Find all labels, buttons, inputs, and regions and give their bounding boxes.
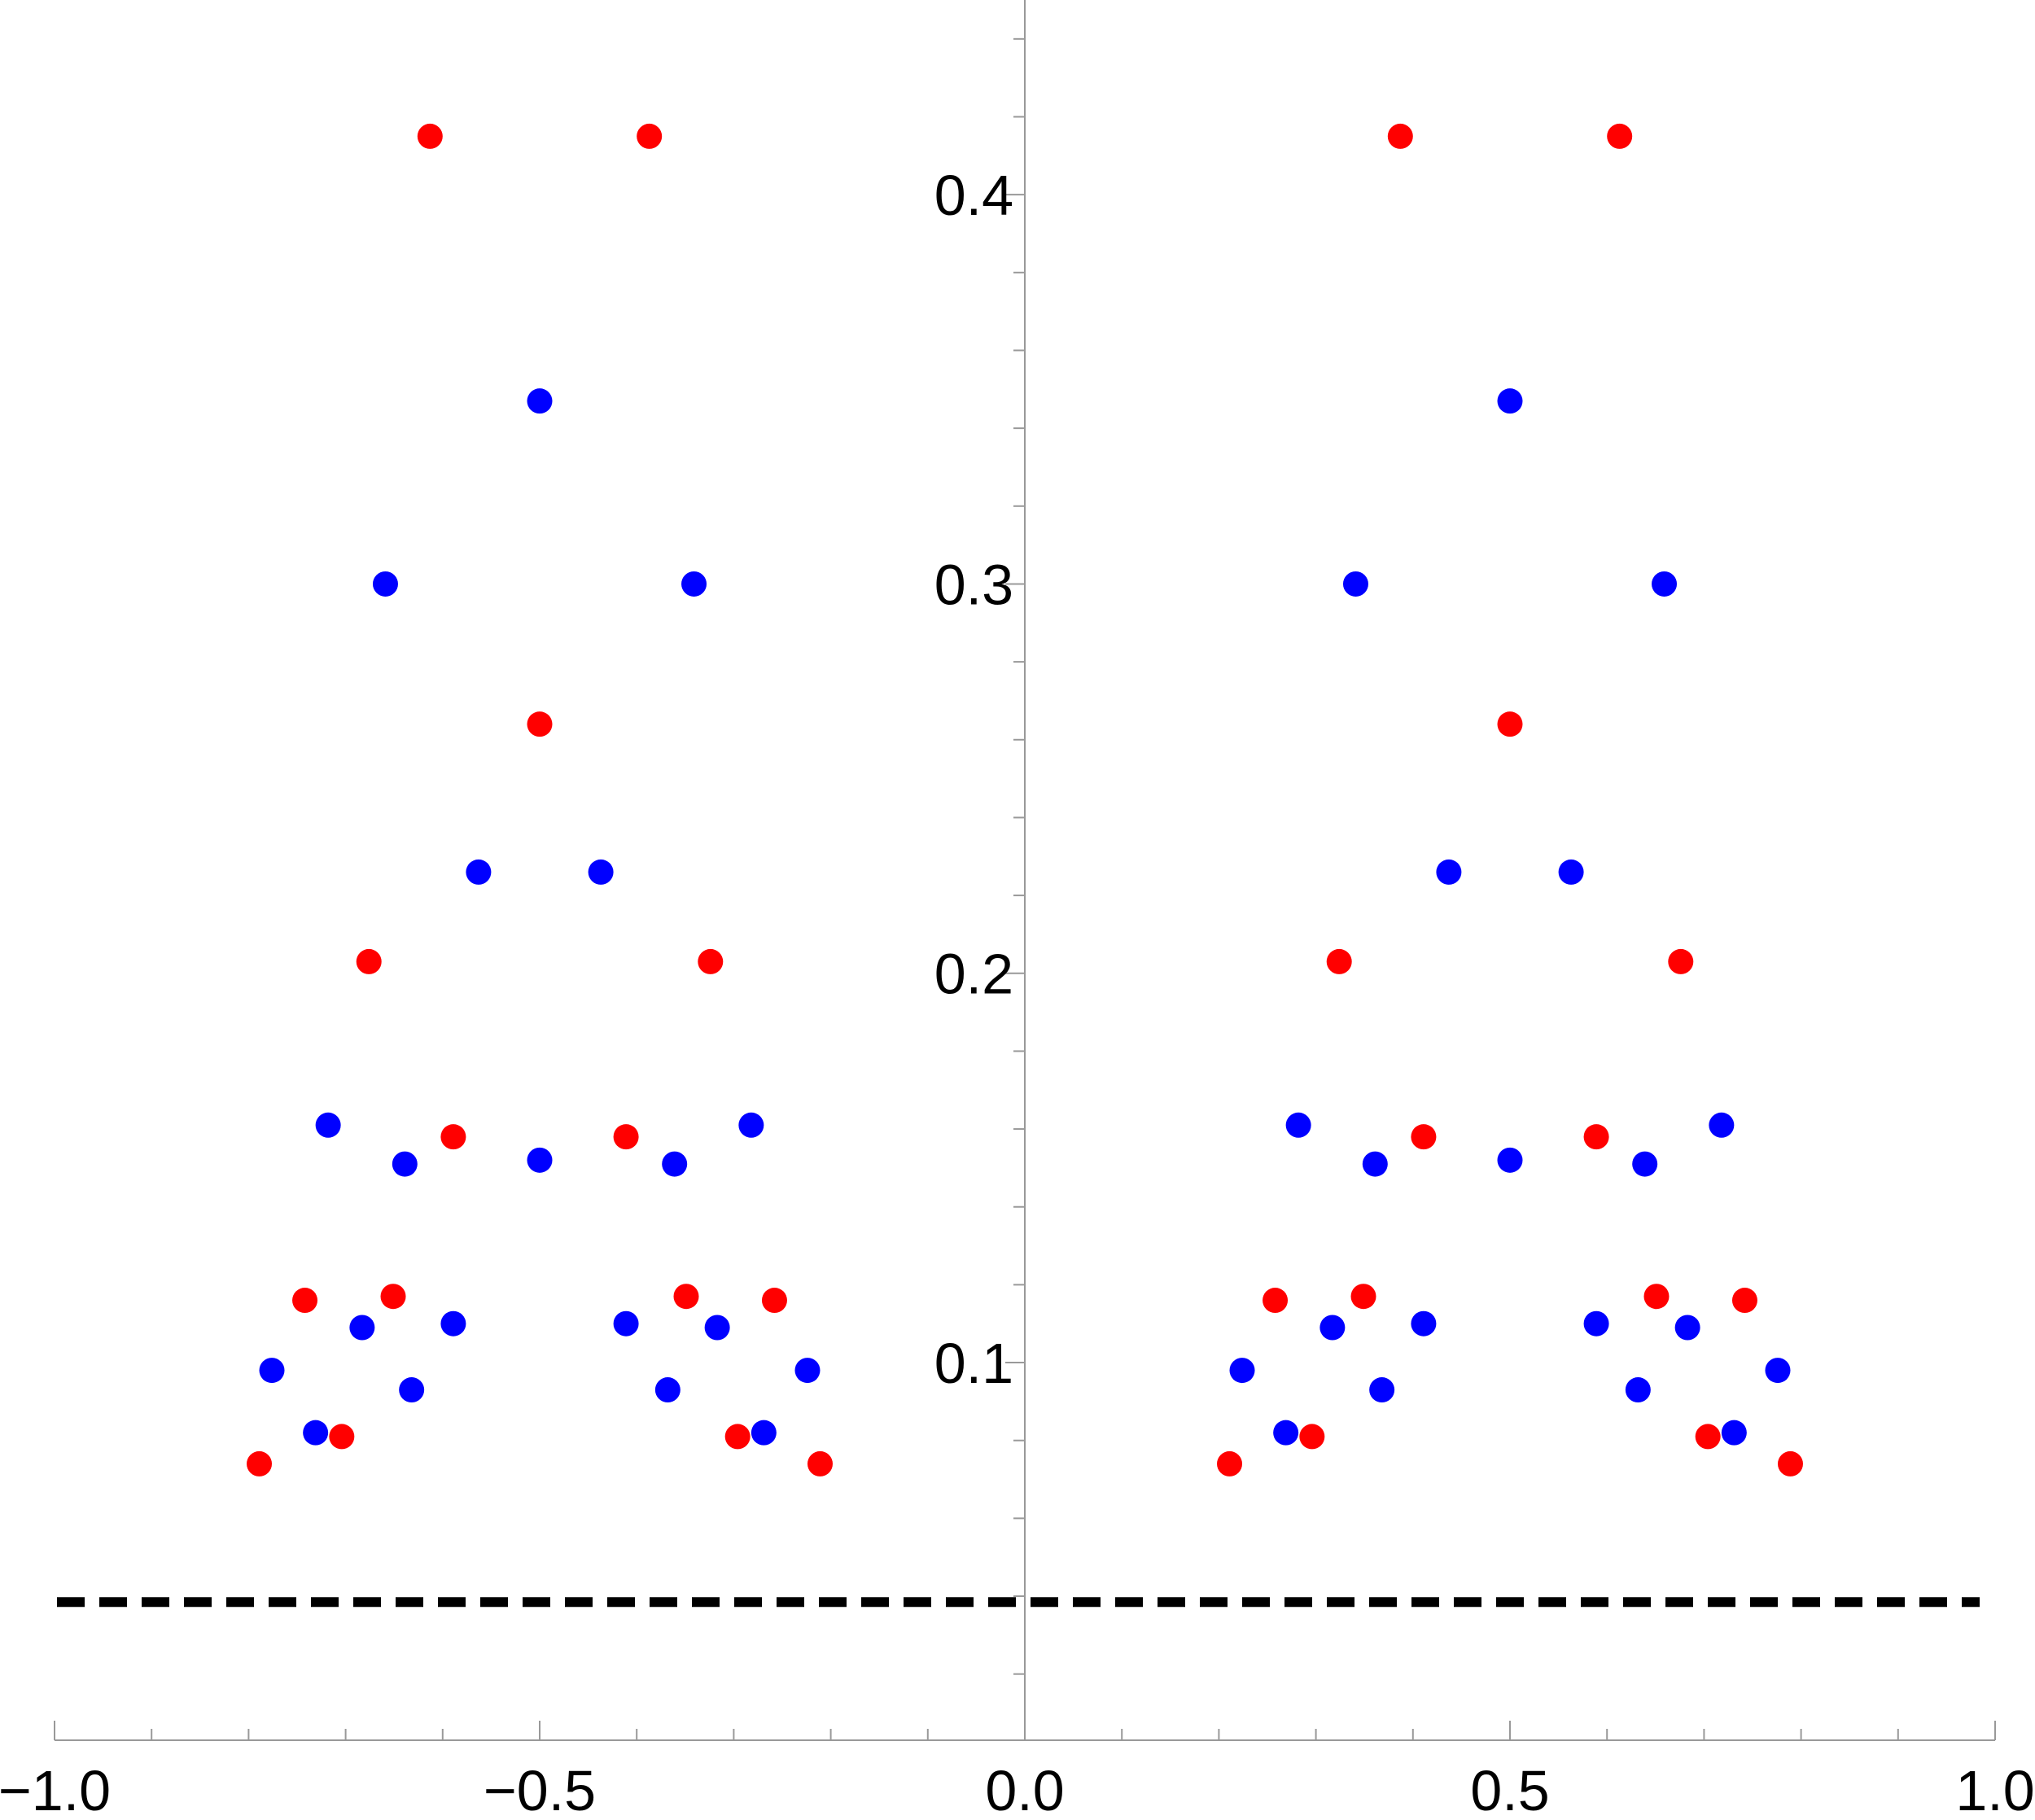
y-tick-label: 0.2 bbox=[934, 943, 1013, 1006]
red-point bbox=[1695, 1424, 1721, 1450]
blue-point bbox=[399, 1377, 425, 1403]
blue-point bbox=[794, 1358, 821, 1384]
blue-point bbox=[1721, 1420, 1747, 1446]
blue-point bbox=[527, 1147, 553, 1173]
red-point bbox=[1668, 948, 1694, 974]
blue-point bbox=[1411, 1310, 1437, 1337]
red-point bbox=[417, 123, 443, 149]
red-point bbox=[673, 1284, 699, 1310]
red-point bbox=[527, 711, 553, 737]
red-point bbox=[1411, 1124, 1437, 1150]
blue-point bbox=[662, 1151, 688, 1177]
blue-point bbox=[1369, 1377, 1395, 1403]
red-point bbox=[1643, 1284, 1670, 1310]
y-tick-label: 0.3 bbox=[934, 553, 1013, 616]
blue-point bbox=[466, 859, 492, 885]
blue-point bbox=[1625, 1377, 1651, 1403]
red-point bbox=[807, 1450, 833, 1477]
red-point bbox=[380, 1284, 406, 1310]
red-point bbox=[1350, 1284, 1376, 1310]
blue-point bbox=[1342, 571, 1368, 597]
red-point bbox=[1777, 1450, 1803, 1477]
x-tick-label: −0.5 bbox=[484, 1759, 596, 1820]
blue-point bbox=[1497, 1147, 1523, 1173]
blue-point bbox=[392, 1151, 418, 1177]
blue-point bbox=[1765, 1358, 1791, 1384]
blue-point bbox=[1632, 1151, 1658, 1177]
blue-point bbox=[1436, 859, 1462, 885]
blue-point bbox=[303, 1420, 329, 1446]
x-tick-label: 1.0 bbox=[1955, 1759, 2034, 1820]
red-point bbox=[724, 1424, 751, 1450]
red-point bbox=[761, 1288, 787, 1314]
red-point bbox=[613, 1124, 639, 1150]
red-point bbox=[1326, 948, 1352, 974]
blue-point bbox=[588, 859, 614, 885]
red-point bbox=[698, 948, 724, 974]
red-point bbox=[1217, 1450, 1243, 1477]
blue-point bbox=[1583, 1310, 1609, 1337]
x-tick-label: 0.0 bbox=[985, 1759, 1064, 1820]
blue-point bbox=[1652, 571, 1678, 597]
blue-point bbox=[1497, 388, 1523, 414]
y-tick-label: 0.1 bbox=[934, 1332, 1013, 1395]
blue-point bbox=[613, 1310, 639, 1337]
red-point bbox=[1387, 123, 1413, 149]
blue-point bbox=[1229, 1358, 1255, 1384]
blue-point bbox=[1285, 1112, 1311, 1138]
blue-point bbox=[440, 1310, 466, 1337]
y-tick-label: 0.4 bbox=[934, 164, 1013, 227]
blue-point bbox=[654, 1377, 681, 1403]
blue-point bbox=[527, 388, 553, 414]
red-point bbox=[1299, 1424, 1325, 1450]
red-point bbox=[440, 1124, 466, 1150]
blue-point bbox=[751, 1420, 777, 1446]
blue-point bbox=[259, 1358, 285, 1384]
blue-point bbox=[1558, 859, 1584, 885]
data-points bbox=[247, 123, 1803, 1477]
blue-point bbox=[1362, 1151, 1388, 1177]
red-point bbox=[329, 1424, 355, 1450]
x-tick-label: 0.5 bbox=[1470, 1759, 1549, 1820]
red-point bbox=[247, 1450, 273, 1477]
red-point bbox=[637, 123, 663, 149]
blue-point bbox=[1674, 1315, 1700, 1341]
blue-point bbox=[704, 1315, 730, 1341]
blue-point bbox=[681, 571, 707, 597]
red-point bbox=[1731, 1288, 1757, 1314]
blue-point bbox=[372, 571, 398, 597]
x-tick-label: −1.0 bbox=[0, 1759, 111, 1820]
red-point bbox=[292, 1288, 318, 1314]
blue-point bbox=[315, 1112, 341, 1138]
red-point bbox=[1583, 1124, 1609, 1150]
blue-point bbox=[1273, 1420, 1299, 1446]
blue-point bbox=[738, 1112, 764, 1138]
blue-point bbox=[349, 1315, 375, 1341]
red-point bbox=[1263, 1288, 1289, 1314]
red-point bbox=[356, 948, 382, 974]
blue-point bbox=[1709, 1112, 1735, 1138]
red-point bbox=[1497, 711, 1523, 737]
red-point bbox=[1607, 123, 1633, 149]
blue-point bbox=[1319, 1315, 1346, 1341]
